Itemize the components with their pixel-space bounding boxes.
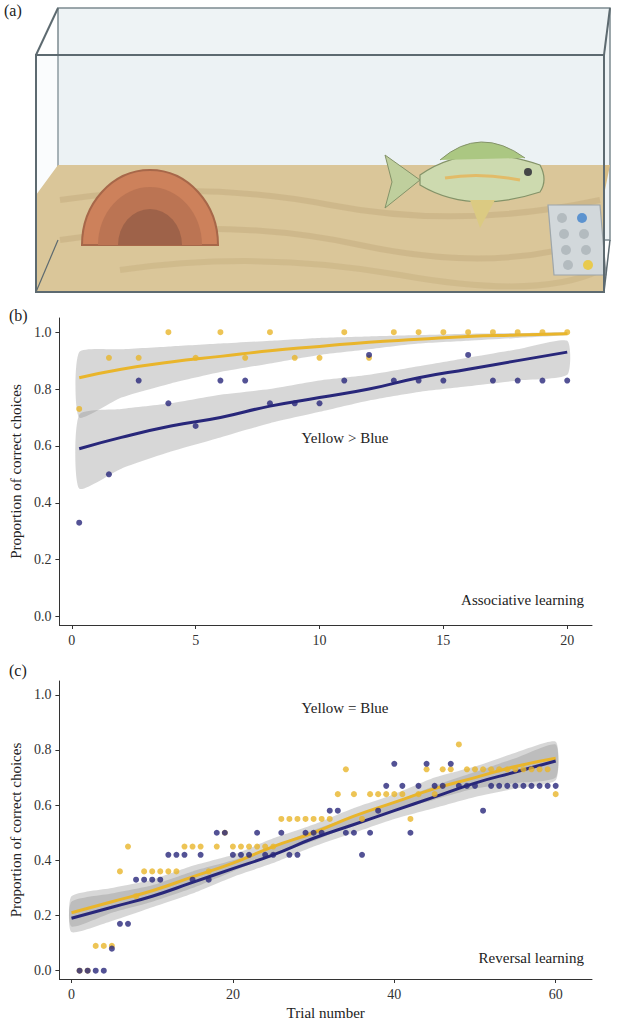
svg-text:0: 0 [68, 633, 75, 648]
svg-text:20: 20 [226, 987, 240, 1002]
svg-text:0.0: 0.0 [34, 609, 52, 624]
svg-text:Associative learning: Associative learning [461, 592, 584, 608]
svg-text:0: 0 [68, 987, 75, 1002]
svg-text:0.2: 0.2 [34, 552, 52, 567]
svg-text:Proportion of correct choices: Proportion of correct choices [8, 384, 24, 559]
svg-text:0.4: 0.4 [34, 495, 52, 510]
svg-text:15: 15 [436, 633, 450, 648]
svg-text:0.4: 0.4 [34, 853, 52, 868]
svg-text:0.0: 0.0 [34, 963, 52, 978]
svg-text:0.2: 0.2 [34, 908, 52, 923]
svg-text:Proportion of correct choices: Proportion of correct choices [8, 743, 24, 918]
svg-text:1.0: 1.0 [34, 687, 52, 702]
svg-text:(c): (c) [9, 662, 27, 680]
html-text:(a): (a) [4, 2, 22, 19]
svg-text:Yellow > Blue: Yellow > Blue [302, 430, 389, 446]
svg-text:Trial number: Trial number [287, 1005, 365, 1021]
svg-text:0.8: 0.8 [34, 742, 52, 757]
svg-text:Yellow = Blue: Yellow = Blue [302, 700, 389, 716]
svg-text:0.8: 0.8 [34, 382, 52, 397]
svg-text:Reversal learning: Reversal learning [479, 950, 585, 966]
svg-text:40: 40 [387, 987, 401, 1002]
svg-text:0.6: 0.6 [34, 798, 52, 813]
svg-text:60: 60 [549, 987, 563, 1002]
svg-text:0.6: 0.6 [34, 438, 52, 453]
svg-text:10: 10 [313, 633, 327, 648]
svg-text:20: 20 [560, 633, 574, 648]
svg-text:(b): (b) [9, 307, 28, 325]
svg-text:1.0: 1.0 [34, 325, 52, 340]
svg-text:5: 5 [192, 633, 199, 648]
